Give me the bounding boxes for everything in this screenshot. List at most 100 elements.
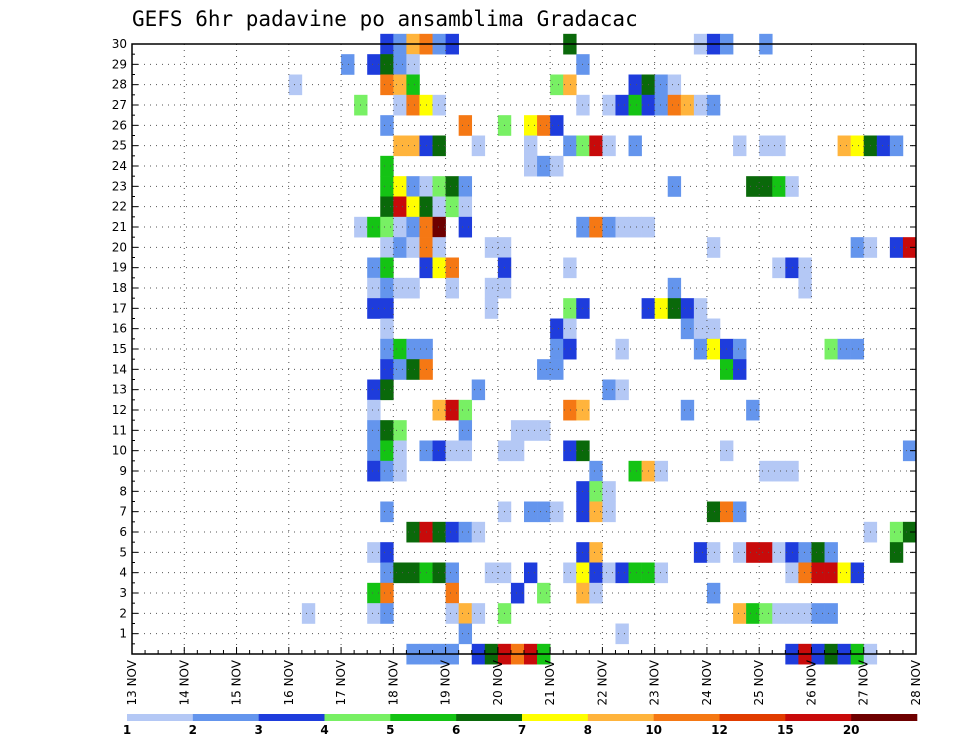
heatmap-cell	[706, 94, 721, 116]
heatmap-cell	[589, 582, 603, 604]
heatmap-cell	[798, 562, 812, 584]
heatmap-cell	[889, 237, 904, 258]
legend-label: 1	[123, 723, 131, 737]
heatmap-cell	[432, 196, 446, 218]
y-tick-label: 21	[112, 220, 127, 234]
heatmap-cell	[471, 135, 486, 157]
heatmap-cell	[484, 562, 499, 584]
heatmap-cell	[811, 603, 825, 624]
heatmap-cell	[628, 460, 642, 482]
heatmap-cell	[824, 542, 838, 563]
y-tick-label: 19	[112, 261, 127, 275]
y-tick-label: 7	[119, 505, 127, 519]
y-tick-label: 26	[112, 118, 127, 132]
heatmap-cell	[445, 562, 459, 584]
heatmap-cell	[380, 420, 394, 441]
heatmap-cell	[602, 379, 616, 401]
heatmap-cell	[563, 135, 577, 157]
heatmap-cell	[889, 521, 904, 543]
heatmap-cell	[746, 542, 760, 563]
heatmap-cell	[406, 196, 420, 218]
heatmap-cell	[902, 521, 917, 543]
y-tick-label: 1	[119, 627, 127, 641]
heatmap-cell	[889, 135, 904, 157]
heatmap-cell	[798, 277, 812, 299]
heatmap-cell	[432, 216, 446, 238]
heatmap-cell	[471, 521, 486, 543]
heatmap-cell	[589, 501, 603, 523]
heatmap-cell	[537, 115, 551, 136]
heatmap-cell	[380, 115, 394, 136]
heatmap-cell	[537, 155, 551, 177]
heatmap-cell	[733, 603, 747, 624]
y-tick-label: 30	[112, 37, 127, 51]
heatmap-cell	[432, 176, 446, 197]
heatmap-cell	[837, 135, 851, 157]
heatmap-cell	[524, 135, 538, 157]
x-tick-label: 18 NOV	[386, 659, 400, 705]
heatmap-cell	[510, 582, 525, 604]
heatmap-cell	[367, 277, 381, 299]
heatmap-cell	[458, 216, 473, 238]
heatmap-cell	[759, 460, 773, 482]
heatmap-cell	[615, 562, 629, 584]
heatmap-cell	[458, 196, 473, 218]
heatmap-cell	[563, 318, 577, 340]
heatmap-cell	[654, 94, 669, 116]
heatmap-cell	[406, 176, 420, 197]
y-tick-label: 2	[119, 606, 127, 620]
heatmap-cell	[850, 338, 865, 360]
heatmap-cell	[693, 338, 708, 360]
heatmap-cell	[772, 460, 786, 482]
y-tick-label: 8	[119, 484, 127, 498]
heatmap-cell	[667, 74, 682, 96]
heatmap-cell	[301, 603, 316, 624]
heatmap-cell	[850, 237, 865, 258]
heatmap-cell	[367, 298, 381, 319]
heatmap-cell	[667, 298, 682, 319]
heatmap-cell	[824, 338, 838, 360]
heatmap-cell	[432, 237, 446, 258]
heatmap-cell	[380, 460, 394, 482]
x-tick-label: 23 NOV	[648, 659, 662, 705]
y-tick-label: 23	[112, 179, 127, 193]
x-tick-label: 22 NOV	[595, 659, 609, 705]
heatmap-cell	[445, 582, 459, 604]
heatmap-cell	[367, 399, 381, 421]
heatmap-cell	[589, 216, 603, 238]
heatmap-cell	[550, 155, 564, 177]
y-tick-label: 11	[112, 423, 127, 437]
heatmap-cell	[850, 562, 865, 584]
y-tick-label: 16	[112, 322, 127, 336]
heatmap-cell	[484, 237, 499, 258]
y-axis-ticks: 1234567891011121314151617181920212223242…	[112, 37, 916, 645]
heatmap-cell	[693, 542, 708, 563]
heatmap-cell	[288, 74, 303, 96]
heatmap-cell	[380, 542, 394, 563]
heatmap-cell	[654, 460, 669, 482]
heatmap-cell	[759, 542, 773, 563]
heatmap-cell	[471, 603, 486, 624]
x-tick-label: 25 NOV	[752, 659, 766, 705]
heatmap-cell	[393, 277, 407, 299]
heatmap-cell	[380, 318, 394, 340]
y-tick-label: 17	[112, 301, 127, 315]
y-tick-label: 6	[119, 525, 127, 539]
x-tick-label: 15 NOV	[230, 659, 244, 705]
y-tick-label: 4	[119, 566, 127, 580]
y-tick-label: 13	[112, 383, 127, 397]
heatmap-cell	[602, 562, 616, 584]
heatmap-cell	[524, 501, 538, 523]
heatmap-cell	[667, 94, 682, 116]
heatmap-cell	[380, 54, 394, 75]
heatmap-cell	[380, 155, 394, 177]
y-tick-label: 27	[112, 98, 127, 112]
heatmap-cell	[393, 562, 407, 584]
heatmap-cell	[406, 338, 420, 360]
x-tick-label: 26 NOV	[804, 659, 818, 705]
heatmap-cell	[733, 338, 747, 360]
heatmap-cell	[445, 196, 459, 218]
heatmap-cell	[602, 501, 616, 523]
heatmap-cell	[406, 94, 420, 116]
heatmap-cell	[733, 135, 747, 157]
